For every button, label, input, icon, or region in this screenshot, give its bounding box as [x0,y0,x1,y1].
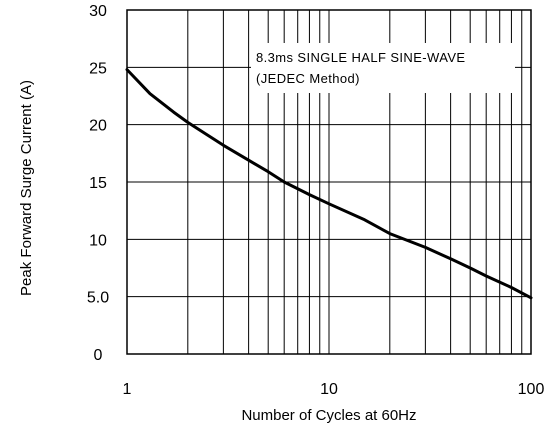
x-tick-label: 1 [123,381,132,398]
y-tick-label: 10 [89,232,107,249]
annotation-line-2: (JEDEC Method) [256,71,360,86]
y-tick-label: 15 [89,175,107,192]
x-tick-label: 10 [320,381,338,398]
y-tick-label: 30 [89,3,107,20]
x-axis-label: Number of Cycles at 60Hz [241,407,416,424]
annotation-box: 8.3ms SINGLE HALF SINE-WAVE (JEDEC Metho… [251,43,515,93]
annotation-line-1: 8.3ms SINGLE HALF SINE-WAVE [256,50,465,65]
surge-current-curve [125,68,533,300]
tick-labels: 0 5.0 10 15 20 25 30 1 10 100 [87,3,545,398]
y-tick-label: 0 [94,347,103,364]
plot-frame [126,9,532,355]
x-tick-label: 100 [518,381,545,398]
y-tick-label: 5.0 [87,290,109,307]
y-tick-label: 20 [89,118,107,135]
y-tick-label: 25 [89,60,107,77]
y-axis-label: Peak Forward Surge Current (A) [18,80,35,296]
